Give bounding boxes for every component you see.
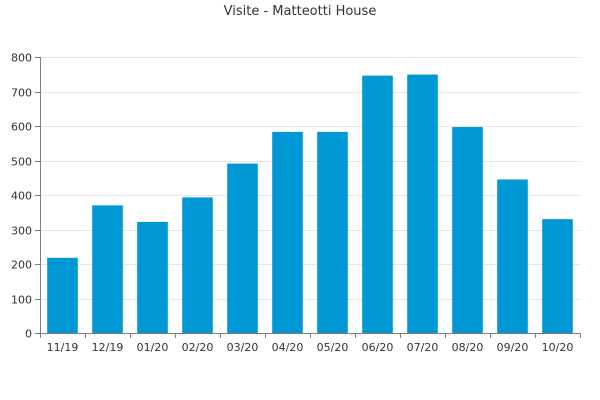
x-tick-label: 12/19 bbox=[92, 341, 124, 354]
y-tick-label: 800 bbox=[11, 52, 32, 65]
x-tick-label: 02/20 bbox=[182, 341, 214, 354]
axes: 0 100 200 300 400 500 600 700 800 11/19 12/19 01/20… bbox=[11, 52, 581, 354]
bar bbox=[452, 127, 483, 333]
x-tick-label: 03/20 bbox=[227, 341, 259, 354]
y-tick-label: 100 bbox=[11, 294, 32, 307]
x-tick-label: 09/20 bbox=[497, 341, 529, 354]
bar bbox=[137, 221, 168, 333]
y-tick-label: 300 bbox=[11, 225, 32, 238]
y-tick-label: 500 bbox=[11, 156, 32, 169]
x-tick-label: 06/20 bbox=[362, 341, 394, 354]
x-tick-label: 10/20 bbox=[542, 341, 574, 354]
bar bbox=[317, 131, 348, 333]
bar bbox=[362, 75, 393, 333]
y-tick-label: 600 bbox=[11, 121, 32, 134]
y-tick-label: 0 bbox=[25, 328, 32, 341]
y-tick-label: 200 bbox=[11, 259, 32, 272]
bars bbox=[47, 74, 573, 333]
bar bbox=[542, 219, 573, 333]
bar bbox=[407, 74, 438, 333]
x-tick-label: 04/20 bbox=[272, 341, 304, 354]
grid bbox=[40, 57, 580, 300]
x-tick-label: 11/19 bbox=[47, 341, 79, 354]
bar bbox=[272, 131, 303, 333]
x-tick-label: 08/20 bbox=[452, 341, 484, 354]
bar bbox=[497, 179, 528, 333]
x-tick-label: 07/20 bbox=[407, 341, 439, 354]
x-tick-label: 01/20 bbox=[137, 341, 169, 354]
bar bbox=[92, 205, 123, 333]
bar bbox=[47, 257, 78, 333]
y-tick-label: 400 bbox=[11, 190, 32, 203]
chart-title: Visite - Matteotti House bbox=[224, 4, 377, 19]
y-tick-label: 700 bbox=[11, 87, 32, 100]
bar bbox=[182, 197, 213, 333]
x-tick-label: 05/20 bbox=[317, 341, 349, 354]
bar bbox=[227, 163, 258, 333]
